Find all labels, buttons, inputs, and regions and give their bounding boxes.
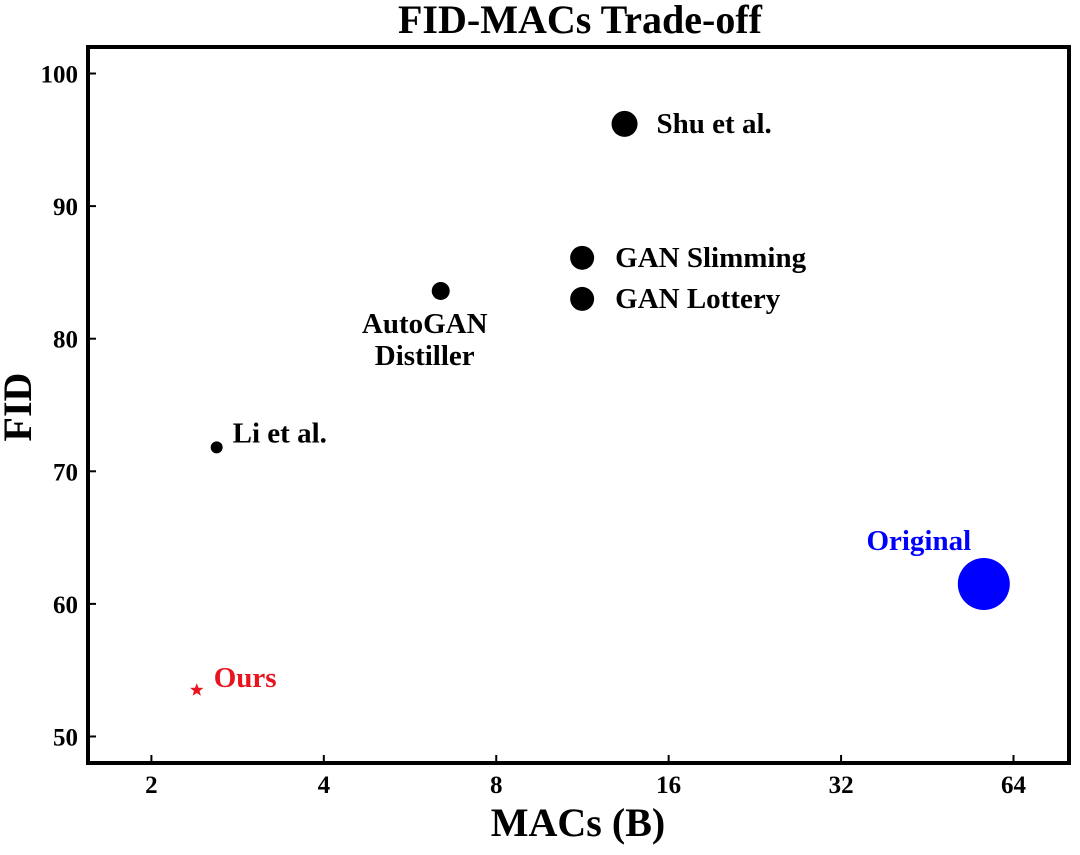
label-autogan-distiller: Distiller bbox=[375, 340, 475, 372]
point-gan-lottery bbox=[570, 286, 595, 311]
point-li-et-al bbox=[210, 441, 223, 454]
point-gan-slimming bbox=[570, 245, 595, 270]
label-ours: Ours bbox=[214, 662, 277, 694]
label-original: Original bbox=[866, 525, 971, 557]
label-shu-et-al: Shu et al. bbox=[657, 108, 772, 140]
point-autogan-distiller bbox=[431, 281, 450, 300]
x-tick-label: 8 bbox=[490, 772, 503, 799]
x-tick-label: 32 bbox=[829, 772, 854, 799]
point-original bbox=[957, 558, 1010, 610]
x-tick-label: 16 bbox=[656, 772, 681, 799]
x-tick-label: 4 bbox=[318, 772, 331, 799]
y-axis-label: FID bbox=[0, 373, 40, 442]
label-autogan-distiller: AutoGAN bbox=[362, 308, 488, 340]
y-tick-label: 50 bbox=[53, 724, 78, 751]
y-tick-label: 80 bbox=[53, 327, 78, 354]
x-axis-label: MACs (B) bbox=[491, 800, 665, 845]
y-tick-label: 60 bbox=[53, 592, 78, 619]
label-li-et-al: Li et al. bbox=[233, 417, 327, 449]
point-ours bbox=[190, 683, 204, 696]
point-shu-et-al bbox=[611, 110, 638, 137]
y-tick-label: 90 bbox=[53, 194, 78, 221]
y-tick-label: 100 bbox=[41, 62, 79, 89]
x-tick-label: 64 bbox=[1001, 772, 1027, 799]
plot-frame bbox=[86, 45, 1071, 765]
x-tick-label: 2 bbox=[145, 772, 158, 799]
y-tick-label: 70 bbox=[53, 459, 78, 486]
plot-area: 2 4 8 16 32 64 50 60 70 80 90 100 Shu et al. GAN Slim… bbox=[41, 45, 1071, 799]
label-gan-slimming: GAN Slimming bbox=[615, 242, 806, 274]
label-gan-lottery: GAN Lottery bbox=[615, 283, 781, 315]
chart-title: FID-MACs Trade-off bbox=[398, 0, 763, 42]
